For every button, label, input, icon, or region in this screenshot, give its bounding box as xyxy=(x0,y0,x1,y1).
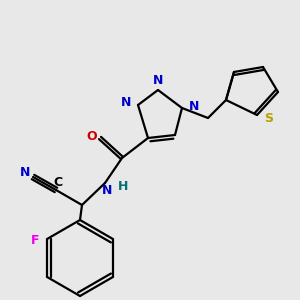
Text: N: N xyxy=(20,167,30,179)
Text: N: N xyxy=(102,184,112,197)
Text: N: N xyxy=(189,100,199,112)
Text: F: F xyxy=(31,235,39,248)
Text: N: N xyxy=(121,97,131,110)
Text: N: N xyxy=(153,74,163,86)
Text: C: C xyxy=(53,176,63,188)
Text: O: O xyxy=(87,130,97,142)
Text: H: H xyxy=(118,181,128,194)
Text: S: S xyxy=(265,112,274,125)
